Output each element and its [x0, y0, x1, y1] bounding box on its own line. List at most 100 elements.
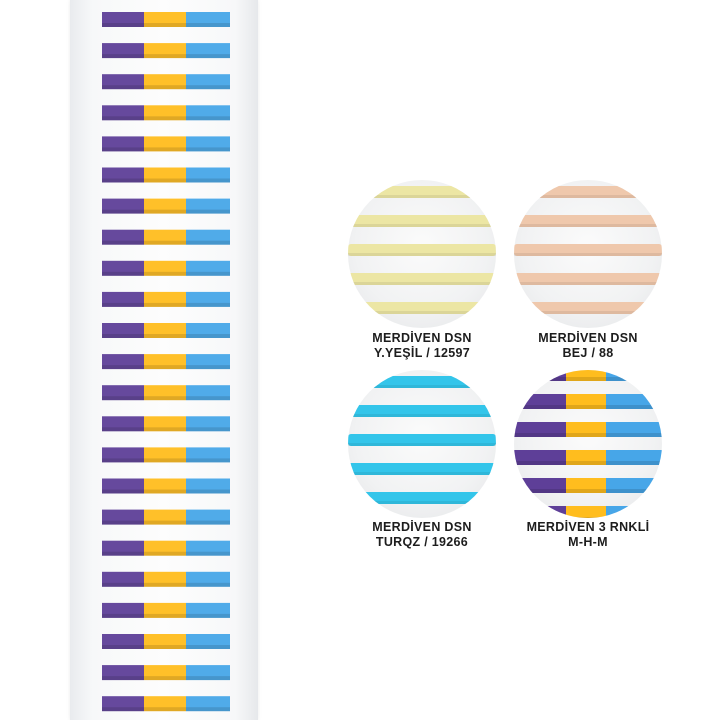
swatch-stripe-shade [566, 461, 606, 465]
swatch-stripe [348, 405, 496, 417]
ribbon-stripe-segment [144, 509, 186, 525]
ribbon-stripe-shade [186, 302, 230, 307]
ribbon-stripe-segment [144, 696, 186, 712]
swatch-stripe-shade [348, 253, 496, 256]
swatch-stripe [348, 244, 496, 256]
swatch-stripe-shade [348, 195, 496, 198]
swatch-stripe [348, 434, 496, 446]
ribbon-stripe-shade [186, 676, 230, 681]
ribbon-stripe-segment [186, 229, 230, 245]
ribbon-stripe-segment [144, 634, 186, 649]
ribbon-stripe-shade [186, 551, 230, 556]
ribbon-stripe-shade [102, 116, 144, 121]
swatch-stripe-segment [514, 506, 566, 518]
caption-line-1: MERDİVEN DSN [372, 331, 472, 345]
ribbon-stripe-shade [186, 489, 230, 494]
swatch-stripe-shade [606, 377, 662, 381]
ribbon-stripe-segment [144, 602, 186, 618]
swatch-stripe [514, 273, 662, 285]
ribbon-stripe-shade [102, 396, 144, 401]
ribbon-stripe-segment [102, 540, 144, 556]
ribbon-stripe-shade [102, 427, 144, 432]
ribbon-stripe-shade [102, 489, 144, 494]
ribbon-stripe-segment [186, 260, 230, 276]
ribbon-stripe-segment [144, 323, 186, 338]
ribbon-stripe-segment [186, 167, 230, 183]
swatch-stripe-shade [514, 224, 662, 227]
ribbon-stripe-segment [186, 354, 230, 370]
ribbon-stripe-shade [144, 396, 186, 401]
swatch-turquoise[interactable] [348, 370, 496, 518]
ribbon-stripe-segment [186, 509, 230, 525]
swatch-tricolor[interactable] [514, 370, 662, 518]
ribbon-stripe-shade [186, 334, 230, 338]
ribbon-stripe-segment [102, 167, 144, 183]
ribbon-stripe-segment [102, 634, 144, 649]
ribbon-stripe-shade [186, 458, 230, 463]
ribbon-stripe-shade [186, 178, 230, 183]
ribbon-stripe-shade [144, 458, 186, 463]
ribbon-stripe-shade [186, 427, 230, 432]
ribbon-stripe-shade [102, 582, 144, 587]
ribbon-stripe-shade [144, 23, 186, 27]
ribbon-stripe-shade [186, 520, 230, 525]
ribbon-stripe-segment [186, 447, 230, 463]
swatch-stripe-shade [514, 489, 566, 493]
ribbon-stripe-segment [102, 198, 144, 214]
ribbon-stripe-shade [186, 240, 230, 245]
ribbon-stripe-segment [102, 447, 144, 463]
swatch-stripe [348, 302, 496, 314]
ribbon-stripe-shade [144, 707, 186, 712]
swatch-stripe-segment [606, 370, 662, 381]
swatch-stripe-shade [348, 501, 496, 504]
ribbon-stripe-shade [144, 271, 186, 276]
swatch-stripes [348, 376, 496, 504]
swatch-stripe-shade [348, 472, 496, 475]
ribbon-stripe-shade [144, 520, 186, 525]
ribbon-stripe-shade [102, 645, 144, 649]
ribbon-stripe-segment [102, 323, 144, 338]
ribbon-stripe-shade [102, 85, 144, 90]
swatch-stripe-shade [514, 405, 566, 409]
ribbon-stripes [102, 12, 230, 712]
swatch-stripe-shade [514, 195, 662, 198]
ribbon-stripe-shade [186, 54, 230, 59]
ribbon-stripe-segment [186, 198, 230, 214]
caption-line-2: M-H-M [568, 535, 608, 549]
swatch-stripe [348, 186, 496, 198]
ribbon-stripe-shade [102, 458, 144, 463]
ribbon-stripe-segment [186, 323, 230, 338]
ribbon-stripe-segment [186, 571, 230, 587]
ribbon-stripe-shade [102, 334, 144, 338]
ribbon-stripe-shade [186, 271, 230, 276]
swatch-stripe-shade [348, 224, 496, 227]
ribbon-stripe-segment [186, 43, 230, 59]
ribbon-stripe-segment [102, 478, 144, 494]
swatch-stripe-shade [514, 377, 566, 381]
swatch-stripe-segment [566, 394, 606, 409]
swatch-stripe-segment [514, 394, 566, 409]
swatch-yellow-green[interactable] [348, 180, 496, 328]
caption-line-2: TURQZ / 19266 [375, 535, 469, 549]
ribbon-stripe-shade [186, 707, 230, 712]
ribbon-stripe-segment [186, 416, 230, 432]
swatch-stripe-segment [566, 370, 606, 381]
ribbon-stripe-segment [102, 571, 144, 587]
ribbon-stripe-shade [144, 489, 186, 494]
swatch-stripe [348, 273, 496, 285]
swatch-beige[interactable] [514, 180, 662, 328]
ribbon-stripe-shade [102, 676, 144, 681]
ribbon-stripe-segment [186, 385, 230, 401]
swatch-stripe-segment [566, 506, 606, 518]
ribbon-stripe-segment [186, 634, 230, 649]
ribbon-stripe-segment [186, 478, 230, 494]
ribbon-stripe-shade [144, 334, 186, 338]
swatch-stripe-shade [348, 443, 496, 446]
ribbon-stripe-shade [102, 240, 144, 245]
swatch-stripe-shade [566, 377, 606, 381]
swatch-stripe-shade [606, 433, 662, 437]
swatch-stripe [348, 463, 496, 475]
ribbon-stripe-segment [144, 229, 186, 245]
swatch-stripe-shade [348, 282, 496, 285]
caption-line-1: MERDİVEN 3 RNKLİ [526, 520, 650, 534]
